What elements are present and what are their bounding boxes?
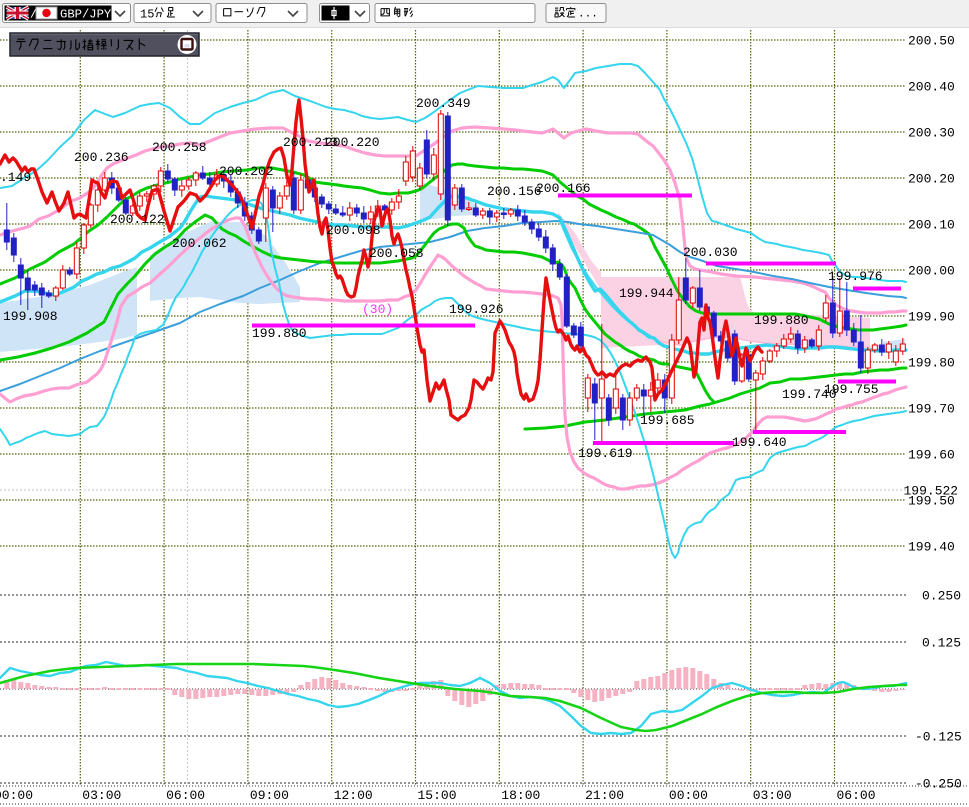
svg-text:200.20: 200.20 (908, 172, 955, 187)
svg-text:199.926: 199.926 (449, 302, 504, 317)
svg-text:200.166: 200.166 (536, 181, 591, 196)
svg-text:200.30: 200.30 (908, 126, 955, 141)
svg-text:200.220: 200.220 (325, 135, 380, 150)
svg-text:200.50: 200.50 (908, 34, 955, 49)
svg-text:(30): (30) (362, 302, 393, 317)
svg-text:.149: .149 (0, 170, 31, 185)
svg-text:200.00: 200.00 (908, 264, 955, 279)
svg-text:199.80: 199.80 (908, 356, 955, 371)
svg-text:199.740: 199.740 (782, 387, 837, 402)
svg-text:200.258: 200.258 (152, 140, 207, 155)
svg-text:...: ... (578, 9, 598, 21)
svg-text:15:00: 15:00 (418, 788, 457, 803)
svg-text:199.755: 199.755 (824, 382, 879, 397)
svg-text:00:00: 00:00 (669, 788, 708, 803)
svg-text:0.125: 0.125 (922, 636, 961, 651)
svg-text:199.50: 199.50 (908, 494, 955, 509)
svg-text:200.098: 200.098 (326, 223, 381, 238)
svg-text:199.880: 199.880 (754, 313, 809, 328)
svg-text:0.250: 0.250 (922, 589, 961, 604)
svg-text:200.058: 200.058 (369, 246, 424, 261)
svg-text:-0.125: -0.125 (915, 730, 962, 745)
svg-text:GBP/JPY: GBP/JPY (60, 8, 112, 22)
svg-text:200.40: 200.40 (908, 80, 955, 95)
svg-text:200.213: 200.213 (283, 135, 338, 150)
svg-text:06:00: 06:00 (837, 788, 876, 803)
svg-text:199.40: 199.40 (908, 540, 955, 555)
svg-text:200.122: 200.122 (110, 212, 165, 227)
svg-text:199.976: 199.976 (828, 269, 883, 284)
svg-text:199.685: 199.685 (640, 413, 695, 428)
svg-text:200.349: 200.349 (416, 96, 471, 111)
svg-text:199.640: 199.640 (732, 435, 787, 450)
svg-text:200.030: 200.030 (683, 245, 738, 260)
svg-text:199.944: 199.944 (619, 286, 674, 301)
svg-text:15: 15 (140, 8, 154, 22)
svg-text:/: / (30, 8, 37, 22)
svg-text:199.880: 199.880 (252, 326, 307, 341)
svg-text:199.522: 199.522 (904, 484, 959, 499)
svg-text:03:00: 03:00 (753, 788, 792, 803)
svg-text:03:00: 03:00 (82, 788, 121, 803)
svg-text:200.062: 200.062 (172, 236, 227, 251)
svg-text:200.10: 200.10 (908, 218, 955, 233)
svg-text:21:00: 21:00 (585, 788, 624, 803)
svg-text:199.90: 199.90 (908, 310, 955, 325)
svg-text:199.619: 199.619 (578, 446, 633, 461)
svg-text:199.908: 199.908 (3, 309, 58, 324)
svg-text:200.156: 200.156 (487, 184, 542, 199)
svg-text:00:00: 00:00 (0, 788, 33, 803)
svg-text:200.202: 200.202 (219, 164, 274, 179)
svg-text:199.70: 199.70 (908, 402, 955, 417)
svg-text:199.60: 199.60 (908, 448, 955, 463)
svg-text:06:00: 06:00 (166, 788, 205, 803)
svg-text:-0.250: -0.250 (915, 777, 962, 792)
svg-text:12:00: 12:00 (334, 788, 373, 803)
svg-text:18:00: 18:00 (501, 788, 540, 803)
svg-text:09:00: 09:00 (250, 788, 289, 803)
svg-text:200.236: 200.236 (74, 150, 129, 165)
